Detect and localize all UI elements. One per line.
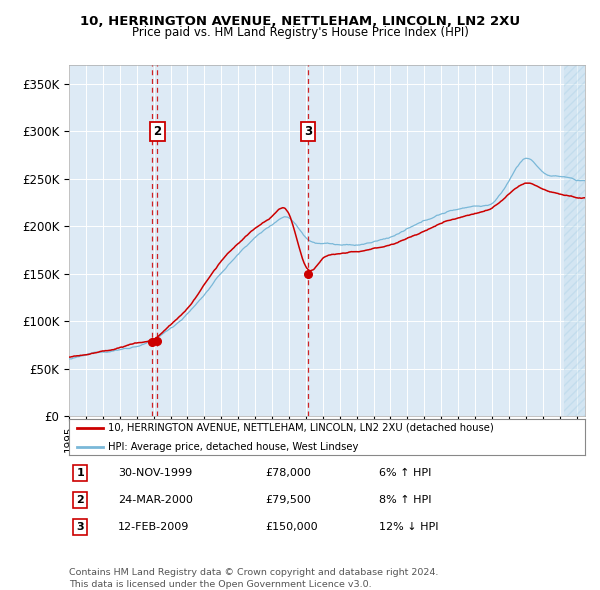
Text: 12-FEB-2009: 12-FEB-2009 [118, 522, 190, 532]
Text: 3: 3 [304, 125, 312, 138]
Bar [564, 65, 585, 416]
Text: 10, HERRINGTON AVENUE, NETTLEHAM, LINCOLN, LN2 2XU (detached house): 10, HERRINGTON AVENUE, NETTLEHAM, LINCOL… [108, 422, 493, 432]
Text: HPI: Average price, detached house, West Lindsey: HPI: Average price, detached house, West… [108, 442, 358, 452]
Text: Contains HM Land Registry data © Crown copyright and database right 2024.
This d: Contains HM Land Registry data © Crown c… [69, 568, 439, 589]
Text: £78,000: £78,000 [265, 468, 311, 478]
Text: £79,500: £79,500 [265, 495, 311, 505]
Text: 30-NOV-1999: 30-NOV-1999 [118, 468, 192, 478]
Text: 2: 2 [76, 495, 84, 505]
Text: 8% ↑ HPI: 8% ↑ HPI [379, 495, 431, 505]
Text: 3: 3 [77, 522, 84, 532]
Text: 6% ↑ HPI: 6% ↑ HPI [379, 468, 431, 478]
Text: Price paid vs. HM Land Registry's House Price Index (HPI): Price paid vs. HM Land Registry's House … [131, 26, 469, 39]
Text: 1: 1 [76, 468, 84, 478]
Text: 2: 2 [154, 125, 161, 138]
Text: 24-MAR-2000: 24-MAR-2000 [118, 495, 193, 505]
Text: 10, HERRINGTON AVENUE, NETTLEHAM, LINCOLN, LN2 2XU: 10, HERRINGTON AVENUE, NETTLEHAM, LINCOL… [80, 15, 520, 28]
Text: £150,000: £150,000 [265, 522, 318, 532]
Text: 12% ↓ HPI: 12% ↓ HPI [379, 522, 438, 532]
